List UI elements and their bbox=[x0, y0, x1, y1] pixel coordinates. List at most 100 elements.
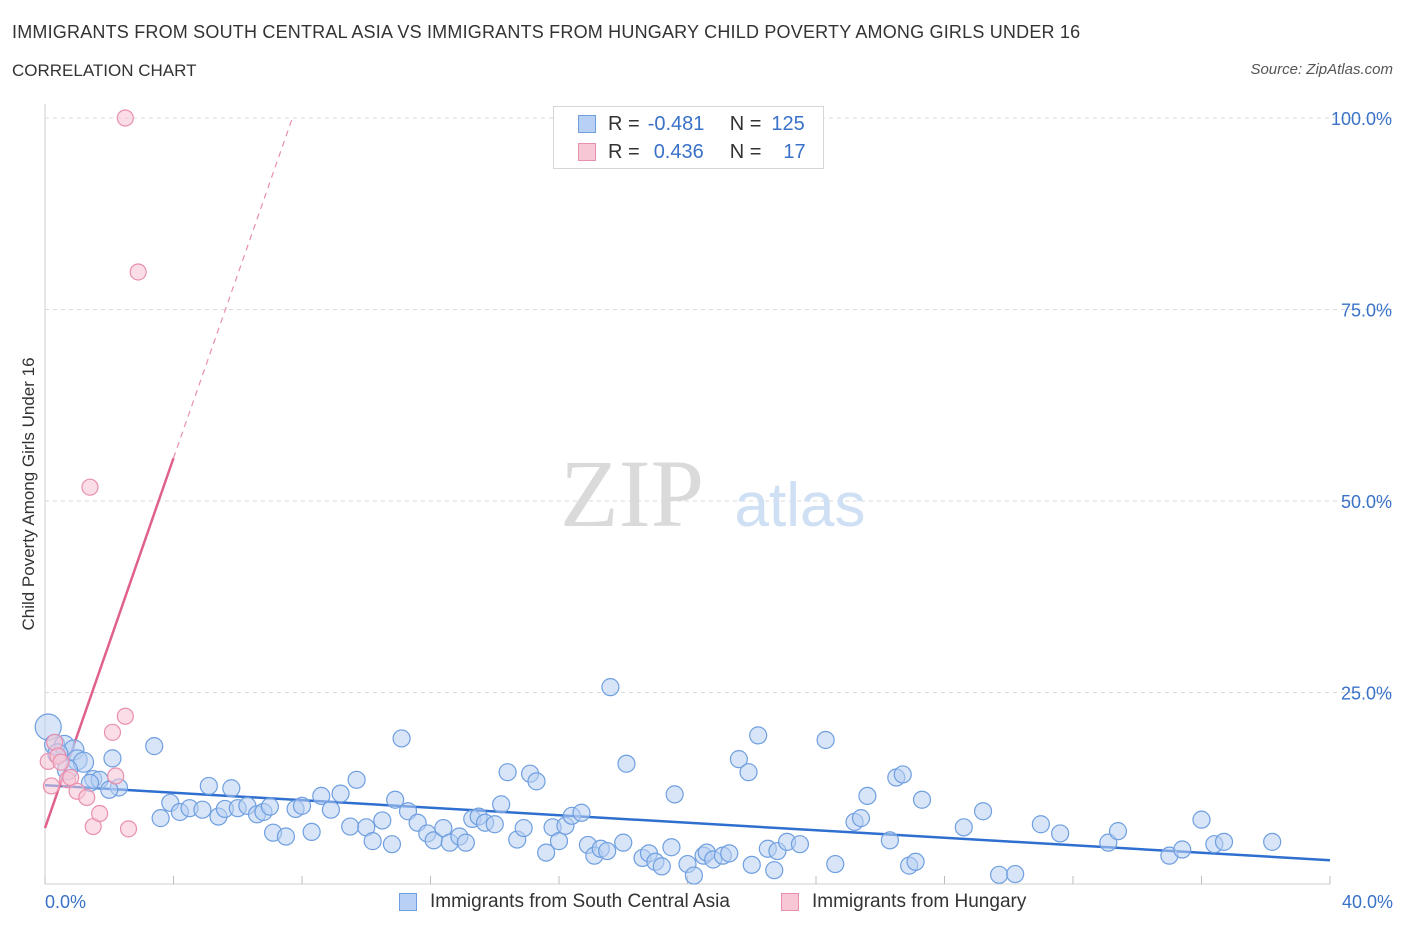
data-point-south-central-asia bbox=[456, 833, 475, 852]
data-point-south-central-asia bbox=[851, 809, 871, 828]
data-point-south-central-asia bbox=[617, 754, 636, 773]
series-legend-south-central-asia: Immigrants from South Central Asia bbox=[399, 889, 730, 915]
data-point-south-central-asia bbox=[537, 843, 556, 862]
legend-swatch-pink bbox=[578, 143, 596, 161]
data-point-south-central-asia bbox=[652, 857, 671, 876]
data-point-hungary bbox=[107, 767, 125, 785]
y-tick-label: 50.0% bbox=[1341, 492, 1392, 512]
data-point-south-central-asia bbox=[276, 827, 296, 846]
legend-r-label: R = bbox=[608, 112, 640, 135]
data-point-south-central-asia bbox=[749, 726, 768, 745]
x-tick-label: 0.0% bbox=[45, 892, 86, 912]
watermark-atlas: atlas bbox=[735, 471, 866, 540]
data-point-hungary bbox=[119, 820, 138, 838]
data-point-south-central-asia bbox=[347, 770, 366, 789]
data-point-south-central-asia bbox=[790, 835, 810, 854]
data-point-south-central-asia bbox=[321, 800, 341, 819]
series-label: Immigrants from South Central Asia bbox=[430, 891, 730, 912]
chart-subtitle: CORRELATION CHART bbox=[12, 61, 197, 80]
data-point-hungary bbox=[129, 263, 147, 281]
chart-title: IMMIGRANTS FROM SOUTH CENTRAL ASIA VS IM… bbox=[12, 22, 1081, 42]
data-point-south-central-asia bbox=[386, 790, 405, 809]
data-point-south-central-asia bbox=[312, 786, 331, 806]
data-points bbox=[34, 109, 1282, 885]
series-swatch-blue bbox=[399, 893, 417, 911]
data-point-south-central-asia bbox=[614, 833, 633, 852]
data-point-south-central-asia bbox=[912, 790, 932, 809]
data-point-south-central-asia bbox=[527, 772, 546, 791]
tick-labels: 25.0% 50.0% 75.0% 100.0% 0.0% 40.0% bbox=[45, 109, 1393, 912]
data-point-south-central-asia bbox=[145, 737, 164, 756]
data-point-south-central-asia bbox=[1214, 832, 1234, 851]
data-point-hungary bbox=[62, 768, 80, 787]
data-point-south-central-asia bbox=[382, 835, 402, 854]
data-point-south-central-asia bbox=[598, 841, 617, 861]
data-point-south-central-asia bbox=[572, 803, 591, 822]
data-point-hungary bbox=[91, 804, 109, 823]
data-point-south-central-asia bbox=[665, 785, 684, 804]
data-point-south-central-asia bbox=[260, 797, 279, 816]
data-point-south-central-asia bbox=[816, 730, 835, 750]
data-point-hungary bbox=[78, 788, 96, 807]
legend-n-value: 17 bbox=[783, 140, 806, 163]
data-point-hungary bbox=[81, 478, 99, 496]
data-point-south-central-asia bbox=[392, 729, 411, 748]
data-point-south-central-asia bbox=[1263, 832, 1282, 851]
data-point-south-central-asia bbox=[720, 844, 739, 863]
data-point-south-central-asia bbox=[954, 818, 973, 837]
data-point-south-central-asia bbox=[601, 678, 620, 697]
legend-r-label: R = bbox=[608, 140, 640, 163]
data-point-south-central-asia bbox=[151, 809, 170, 828]
data-point-south-central-asia bbox=[893, 765, 912, 784]
data-point-south-central-asia bbox=[373, 811, 392, 830]
data-point-south-central-asia bbox=[906, 852, 925, 871]
data-point-south-central-asia bbox=[498, 763, 517, 782]
legend-swatch-blue bbox=[578, 115, 596, 133]
data-point-south-central-asia bbox=[765, 861, 784, 880]
data-point-hungary bbox=[42, 777, 61, 795]
data-point-south-central-asia bbox=[1051, 824, 1070, 843]
data-point-south-central-asia bbox=[1173, 840, 1192, 859]
x-tick-label: 40.0% bbox=[1342, 892, 1393, 912]
y-axis-label: Child Poverty Among Girls Under 16 bbox=[19, 357, 38, 630]
data-point-south-central-asia bbox=[739, 763, 758, 782]
data-point-south-central-asia bbox=[485, 815, 504, 834]
series-legend-hungary: Immigrants from Hungary bbox=[781, 889, 1026, 915]
data-point-south-central-asia bbox=[973, 802, 993, 821]
data-point-south-central-asia bbox=[492, 795, 511, 814]
data-point-south-central-asia bbox=[302, 822, 321, 842]
data-point-south-central-asia bbox=[742, 855, 761, 874]
data-point-hungary bbox=[52, 753, 70, 771]
y-tick-label: 100.0% bbox=[1331, 109, 1392, 129]
series-swatch-pink bbox=[781, 893, 799, 911]
data-point-hungary bbox=[116, 109, 134, 127]
watermark-zip: ZIP bbox=[560, 440, 704, 547]
legend-n-label: N = bbox=[729, 112, 762, 135]
legend-r-value: 0.436 bbox=[653, 140, 704, 163]
watermark: ZIP atlas bbox=[560, 440, 865, 547]
data-point-south-central-asia bbox=[292, 796, 312, 815]
data-point-south-central-asia bbox=[514, 818, 533, 838]
trend-line-south-central-asia bbox=[44, 783, 1331, 862]
data-point-south-central-asia bbox=[341, 817, 360, 836]
data-point-south-central-asia bbox=[729, 750, 749, 769]
data-point-south-central-asia bbox=[826, 854, 845, 874]
data-point-south-central-asia bbox=[662, 838, 681, 857]
data-point-south-central-asia bbox=[222, 779, 241, 798]
data-point-south-central-asia bbox=[1031, 815, 1050, 834]
data-point-south-central-asia bbox=[363, 832, 382, 851]
trend-line-hungary-extension bbox=[172, 117, 293, 459]
data-point-south-central-asia bbox=[1006, 864, 1025, 884]
y-tick-label: 25.0% bbox=[1341, 684, 1392, 704]
data-point-south-central-asia bbox=[684, 866, 704, 885]
gridlines bbox=[45, 117, 1392, 693]
data-point-south-central-asia bbox=[990, 865, 1009, 884]
source-label: Source: ZipAtlas.com bbox=[1250, 61, 1393, 78]
y-tick-label: 75.0% bbox=[1341, 301, 1392, 321]
legend-row-hungary: R = 0.436 N = 17 bbox=[578, 140, 806, 164]
data-point-south-central-asia bbox=[1192, 810, 1211, 829]
data-point-south-central-asia bbox=[880, 831, 899, 850]
series-label: Immigrants from Hungary bbox=[812, 891, 1027, 912]
data-point-south-central-asia bbox=[858, 786, 877, 806]
